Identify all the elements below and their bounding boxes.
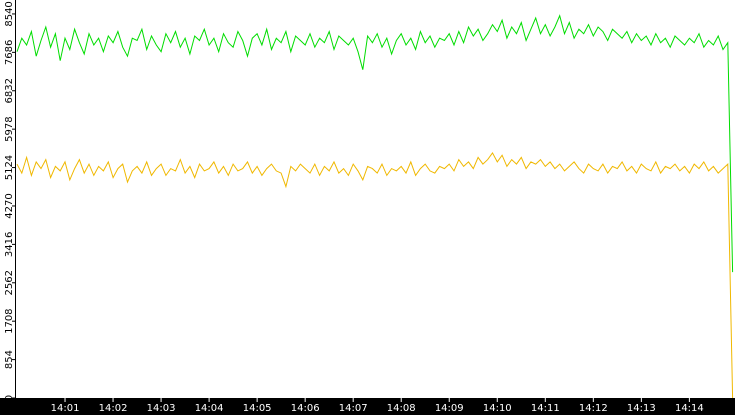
y-tick-label: 7686 (4, 40, 15, 65)
x-tick-label: 14:05 (243, 403, 272, 414)
y-tick-label: 0 (4, 395, 15, 401)
x-tick-label: 14:10 (483, 403, 512, 414)
x-axis-band (0, 398, 735, 415)
y-tick-label: 6832 (4, 78, 15, 103)
x-tick-label: 14:03 (147, 403, 176, 414)
series-line (16, 14, 734, 273)
x-tick-label: 14:08 (387, 403, 416, 414)
x-tick-label: 14:12 (579, 403, 608, 414)
x-tick-label: 14:06 (291, 403, 320, 414)
series-line (16, 151, 734, 399)
y-tick-label: 4270 (4, 193, 15, 218)
y-tick-label: 854 (4, 350, 15, 369)
y-tick-label: 1708 (4, 308, 15, 333)
x-tick-label: 14:01 (51, 403, 80, 414)
x-tick-label: 14:04 (195, 403, 224, 414)
x-tick-label: 14:11 (531, 403, 560, 414)
x-tick-label: 14:13 (627, 403, 656, 414)
y-tick-label: 5978 (4, 116, 15, 141)
y-tick-label: 2562 (4, 270, 15, 295)
y-tick-label: 8540 (4, 1, 15, 26)
x-tick-label: 14:07 (339, 403, 368, 414)
x-tick-label: 14:02 (99, 403, 128, 414)
x-tick-label: 14:14 (675, 403, 704, 414)
x-tick-label: 14:09 (435, 403, 464, 414)
y-tick-label: 5124 (4, 155, 15, 180)
y-tick-label: 3416 (4, 232, 15, 257)
